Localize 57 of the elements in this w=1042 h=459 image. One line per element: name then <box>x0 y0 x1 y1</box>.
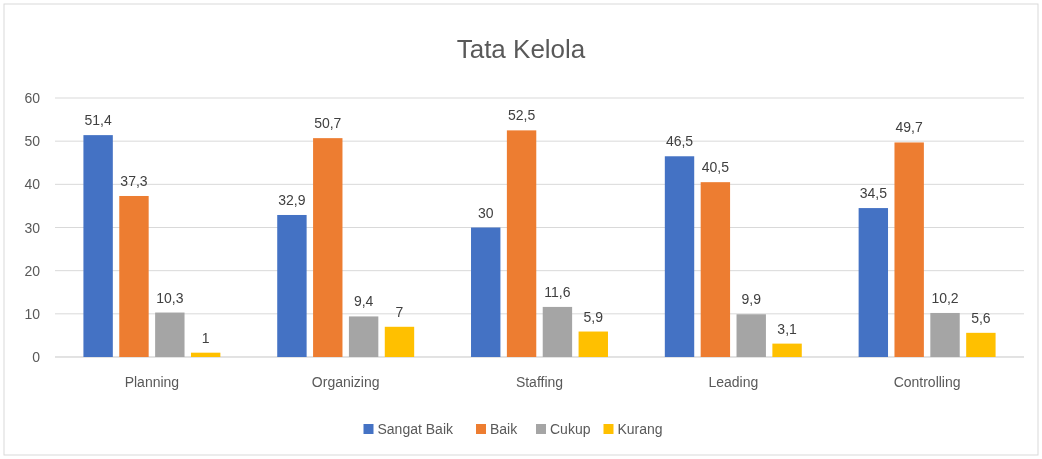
bar <box>313 138 343 357</box>
data-label: 11,6 <box>544 283 571 300</box>
chart-title: Tata Kelola <box>456 34 586 64</box>
data-label: 9,9 <box>741 291 762 308</box>
bar <box>894 142 924 357</box>
bar <box>384 326 415 357</box>
data-label: 7 <box>395 303 404 320</box>
data-label: 32,9 <box>278 191 306 208</box>
bar <box>542 306 573 357</box>
y-tick-label: 60 <box>24 90 41 106</box>
data-label: 46,5 <box>665 133 694 150</box>
bar <box>700 182 731 357</box>
legend-label: Baik <box>490 421 519 437</box>
data-label: 1 <box>201 329 210 346</box>
bar <box>966 332 996 357</box>
data-label: 50,7 <box>314 115 342 132</box>
data-label: 5,6 <box>971 309 991 326</box>
bar <box>119 195 149 357</box>
legend-label: Cukup <box>550 421 591 437</box>
bar <box>858 208 889 357</box>
y-tick-label: 40 <box>24 176 41 193</box>
bar <box>190 352 221 357</box>
legend-label: Kurang <box>617 421 663 437</box>
data-label: 37,3 <box>120 172 148 189</box>
data-label: 30 <box>477 204 494 221</box>
y-tick-label: 0 <box>32 349 41 365</box>
bar <box>348 316 379 357</box>
data-label: 52,5 <box>507 107 536 124</box>
x-tick-label: Staffing <box>515 374 564 390</box>
data-label: 10,3 <box>156 289 184 306</box>
bar <box>578 331 608 357</box>
y-tick-label: 50 <box>24 133 41 150</box>
data-label: 51,4 <box>84 112 112 129</box>
data-label: 49,7 <box>895 119 924 136</box>
bar <box>471 227 501 357</box>
bar <box>506 130 537 357</box>
x-tick-label: Organizing <box>311 374 380 390</box>
data-label: 9,4 <box>353 293 374 310</box>
legend-label: Sangat Baik <box>377 421 454 437</box>
data-label: 5,9 <box>583 308 604 325</box>
bar <box>83 135 113 357</box>
y-tick-label: 30 <box>24 219 41 236</box>
bar <box>155 312 185 357</box>
x-tick-label: Planning <box>124 374 180 390</box>
y-tick-label: 20 <box>24 262 41 279</box>
bar <box>277 214 307 357</box>
data-label: 34,5 <box>859 185 888 202</box>
x-tick-label: Leading <box>708 374 759 390</box>
data-label: 40,5 <box>701 159 730 176</box>
bar <box>664 156 695 357</box>
bar <box>772 343 802 357</box>
x-tick-label: Controlling <box>893 374 961 390</box>
bar <box>736 314 766 357</box>
y-tick-label: 10 <box>24 305 41 322</box>
bar <box>930 312 960 357</box>
data-label: 3,1 <box>777 320 798 337</box>
data-label: 10,2 <box>931 289 959 306</box>
